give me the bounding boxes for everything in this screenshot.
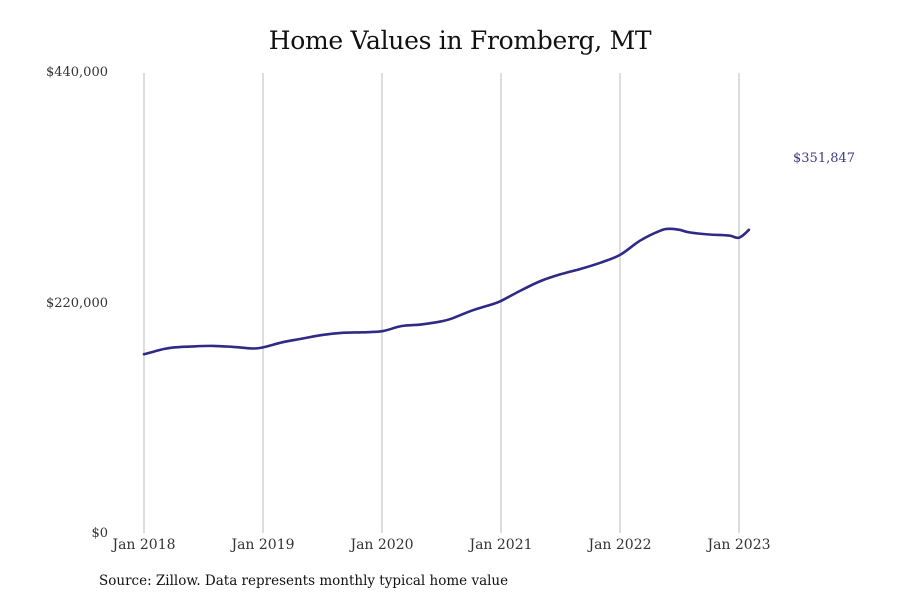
chart-title: Home Values in Fromberg, MT [268,26,652,55]
x-tick-jan-2022: Jan 2022 [588,537,652,553]
x-tick-jan-2023: Jan 2023 [707,537,771,553]
source-note: Source: Zillow. Data represents monthly … [99,573,509,589]
y-tick-0: $0 [91,526,108,541]
vertical-gridlines [143,73,740,533]
x-tick-jan-2019: Jan 2019 [231,537,295,553]
x-tick-jan-2018: Jan 2018 [112,537,176,553]
x-tick-jan-2021: Jan 2021 [469,537,533,553]
home-value-line [142,227,751,356]
x-tick-jan-2020: Jan 2020 [350,537,414,553]
y-tick-440000: $440,000 [45,65,108,80]
y-tick-220000: $220,000 [45,296,108,311]
latest-value-label: $351,847 [793,151,856,166]
